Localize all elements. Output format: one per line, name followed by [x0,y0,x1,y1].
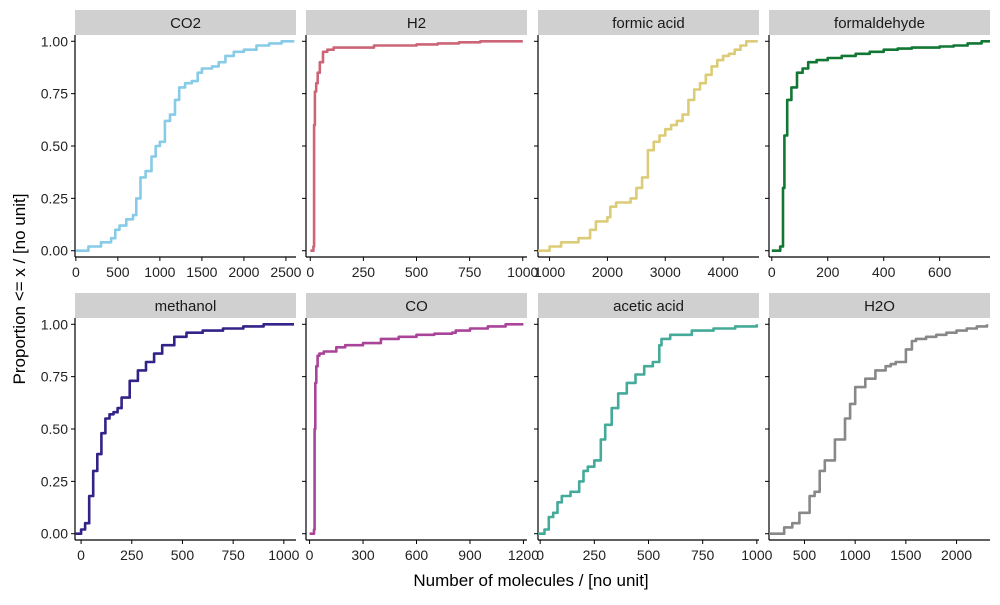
facet-label-h2o: H2O [864,298,895,315]
facet-strip-h2 [306,10,527,35]
x-tick-label-h2o: 1000 [840,547,871,563]
x-tick-label-formic-acid: 3000 [650,264,681,280]
x-tick-label-h2: 250 [352,264,376,280]
x-tick-label-h2o: 2000 [941,547,972,563]
facet-label-formaldehyde: formaldehyde [834,15,925,32]
ecdf-line-co [309,323,524,535]
x-tick-label-co2: 2000 [228,264,259,280]
x-tick-label-acetic-acid: 0 [536,547,544,563]
x-tick-label-methanol: 1000 [268,547,299,563]
x-tick-label-methanol: 750 [221,547,245,563]
ecdf-line-co2 [75,40,295,252]
ecdf-line-formaldehyde [771,40,990,252]
facet-label-methanol: methanol [155,298,217,315]
panel-formaldehyde: formaldehyde 0 200 400 600 [765,10,990,280]
panel-methanol: methanol 0 250 500 750 1000 0.00 0.25 0.50 0.75 1.… [41,293,300,563]
y-tick-label-methanol: 0.50 [41,421,68,437]
panel-h2: H2 0 250 500 750 1000 [302,10,539,280]
y-tick-label-co2: 0.25 [41,190,68,206]
x-tick-label-h2o: 1500 [890,547,921,563]
y-tick-label-methanol: 0.25 [41,473,68,489]
facet-strip-formaldehyde [769,10,990,35]
x-tick-label-h2: 1000 [507,264,538,280]
x-tick-label-formaldehyde: 200 [816,264,840,280]
facet-strip-acetic-acid [538,293,759,318]
y-tick-label-co2: 0.00 [41,243,68,259]
x-tick-label-acetic-acid: 750 [691,547,715,563]
x-tick-label-formaldehyde: 400 [872,264,896,280]
y-tick-label-co2: 0.75 [41,86,68,102]
facet-strip-methanol [75,293,296,318]
ecdf-line-formic-acid [538,40,758,252]
x-tick-label-formaldehyde: 600 [928,264,952,280]
x-tick-label-co2: 500 [106,264,130,280]
x-tick-label-co2: 1500 [186,264,217,280]
x-tick-label-methanol: 500 [171,547,195,563]
x-tick-label-co: 1200 [508,547,539,563]
x-tick-label-co: 300 [351,547,375,563]
facet-label-acetic-acid: acetic acid [613,298,684,315]
y-tick-label-methanol: 0.00 [41,526,68,542]
x-tick-label-co: 600 [405,547,429,563]
facet-strip-formic-acid [538,10,759,35]
ecdf-line-methanol [75,323,294,535]
x-tick-label-co2: 2500 [270,264,301,280]
y-tick-label-co2: 0.50 [41,138,68,154]
facet-strip-co2 [75,10,296,35]
x-tick-label-co: 0 [306,547,314,563]
x-tick-label-co2: 1000 [144,264,175,280]
ecdf-line-h2o [769,324,989,535]
facet-label-formic-acid: formic acid [612,15,685,32]
x-tick-label-co: 900 [458,547,482,563]
x-tick-label-acetic-acid: 1000 [741,547,772,563]
x-tick-label-acetic-acid: 250 [583,547,607,563]
facet-strip-co [306,293,527,318]
x-tick-label-methanol: 250 [120,547,144,563]
panel-h2o: H2O 500 1000 1500 2000 [765,293,990,563]
x-tick-label-acetic-acid: 500 [637,547,661,563]
ecdf-line-acetic-acid [538,324,759,535]
panel-co: CO 0 300 600 900 1200 [302,293,539,563]
y-tick-label-methanol: 0.75 [41,369,68,385]
x-tick-label-h2: 750 [458,264,482,280]
x-tick-label-co2: 0 [72,264,80,280]
ecdf-line-h2 [310,40,523,252]
x-tick-label-formic-acid: 4000 [708,264,739,280]
y-axis-title: Proportion <= x / [no unit] [10,194,29,385]
x-tick-label-h2o: 500 [793,547,817,563]
facet-strip-h2o [769,293,990,318]
facet-label-h2: H2 [407,15,426,32]
facet-label-co2: CO2 [170,15,201,32]
y-tick-label-methanol: 1.00 [41,316,68,332]
x-axis-title: Number of molecules / [no unit] [413,571,648,590]
facet-label-co: CO [405,298,428,315]
x-tick-label-formic-acid: 1000 [534,264,565,280]
y-tick-label-co2: 1.00 [41,33,68,49]
panel-acetic-acid: acetic acid 0 250 500 750 1000 [534,293,773,563]
x-tick-label-h2: 0 [306,264,314,280]
x-tick-label-h2: 500 [405,264,429,280]
panel-co2: CO2 0 500 1000 1500 2000 2500 0.00 0.25 0.50 0.75 1… [41,10,302,280]
x-tick-label-formic-acid: 2000 [592,264,623,280]
x-tick-label-methanol: 0 [77,547,85,563]
x-tick-label-formaldehyde: 0 [768,264,776,280]
panel-formic-acid: formic acid 1000 2000 3000 4000 [534,10,759,280]
